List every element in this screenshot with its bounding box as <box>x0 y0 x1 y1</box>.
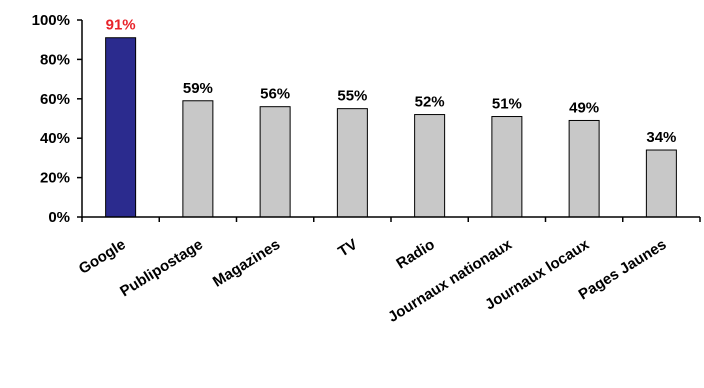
bar-publipostage <box>182 100 214 218</box>
data-label: 91% <box>106 17 136 34</box>
bar-google <box>105 37 137 218</box>
y-tick-label: 100% <box>32 12 70 29</box>
bar-journaux-locaux <box>568 119 600 218</box>
x-tick-label: TV <box>335 236 360 261</box>
y-tick-label: 0% <box>48 209 70 226</box>
bar-magazines <box>259 106 291 218</box>
y-tick-label: 40% <box>40 130 70 147</box>
data-label: 56% <box>260 86 290 103</box>
y-tick-label: 80% <box>40 51 70 68</box>
data-label: 51% <box>492 96 522 113</box>
y-tick-label: 60% <box>40 91 70 108</box>
x-tick-label: Google <box>76 236 129 278</box>
data-label: 49% <box>569 99 599 116</box>
data-label: 55% <box>337 88 367 105</box>
bar-pages-jaunes <box>645 149 677 218</box>
data-label: 59% <box>183 80 213 97</box>
bar-radio <box>414 114 446 218</box>
x-tick-label: Publipostage <box>117 236 206 300</box>
bars-layer <box>105 37 677 218</box>
data-label: 34% <box>646 129 676 146</box>
bar-journaux-nationaux <box>491 116 523 218</box>
x-tick-label: Pages Jaunes <box>576 236 670 303</box>
x-tick-label: Journaux nationaux <box>385 236 515 326</box>
axes-layer <box>77 19 701 222</box>
data-label: 52% <box>415 94 445 111</box>
x-tick-label: Magazines <box>210 236 283 291</box>
bar-tv <box>336 108 368 218</box>
y-tick-label: 20% <box>40 170 70 187</box>
x-tick-label: Radio <box>393 236 437 272</box>
